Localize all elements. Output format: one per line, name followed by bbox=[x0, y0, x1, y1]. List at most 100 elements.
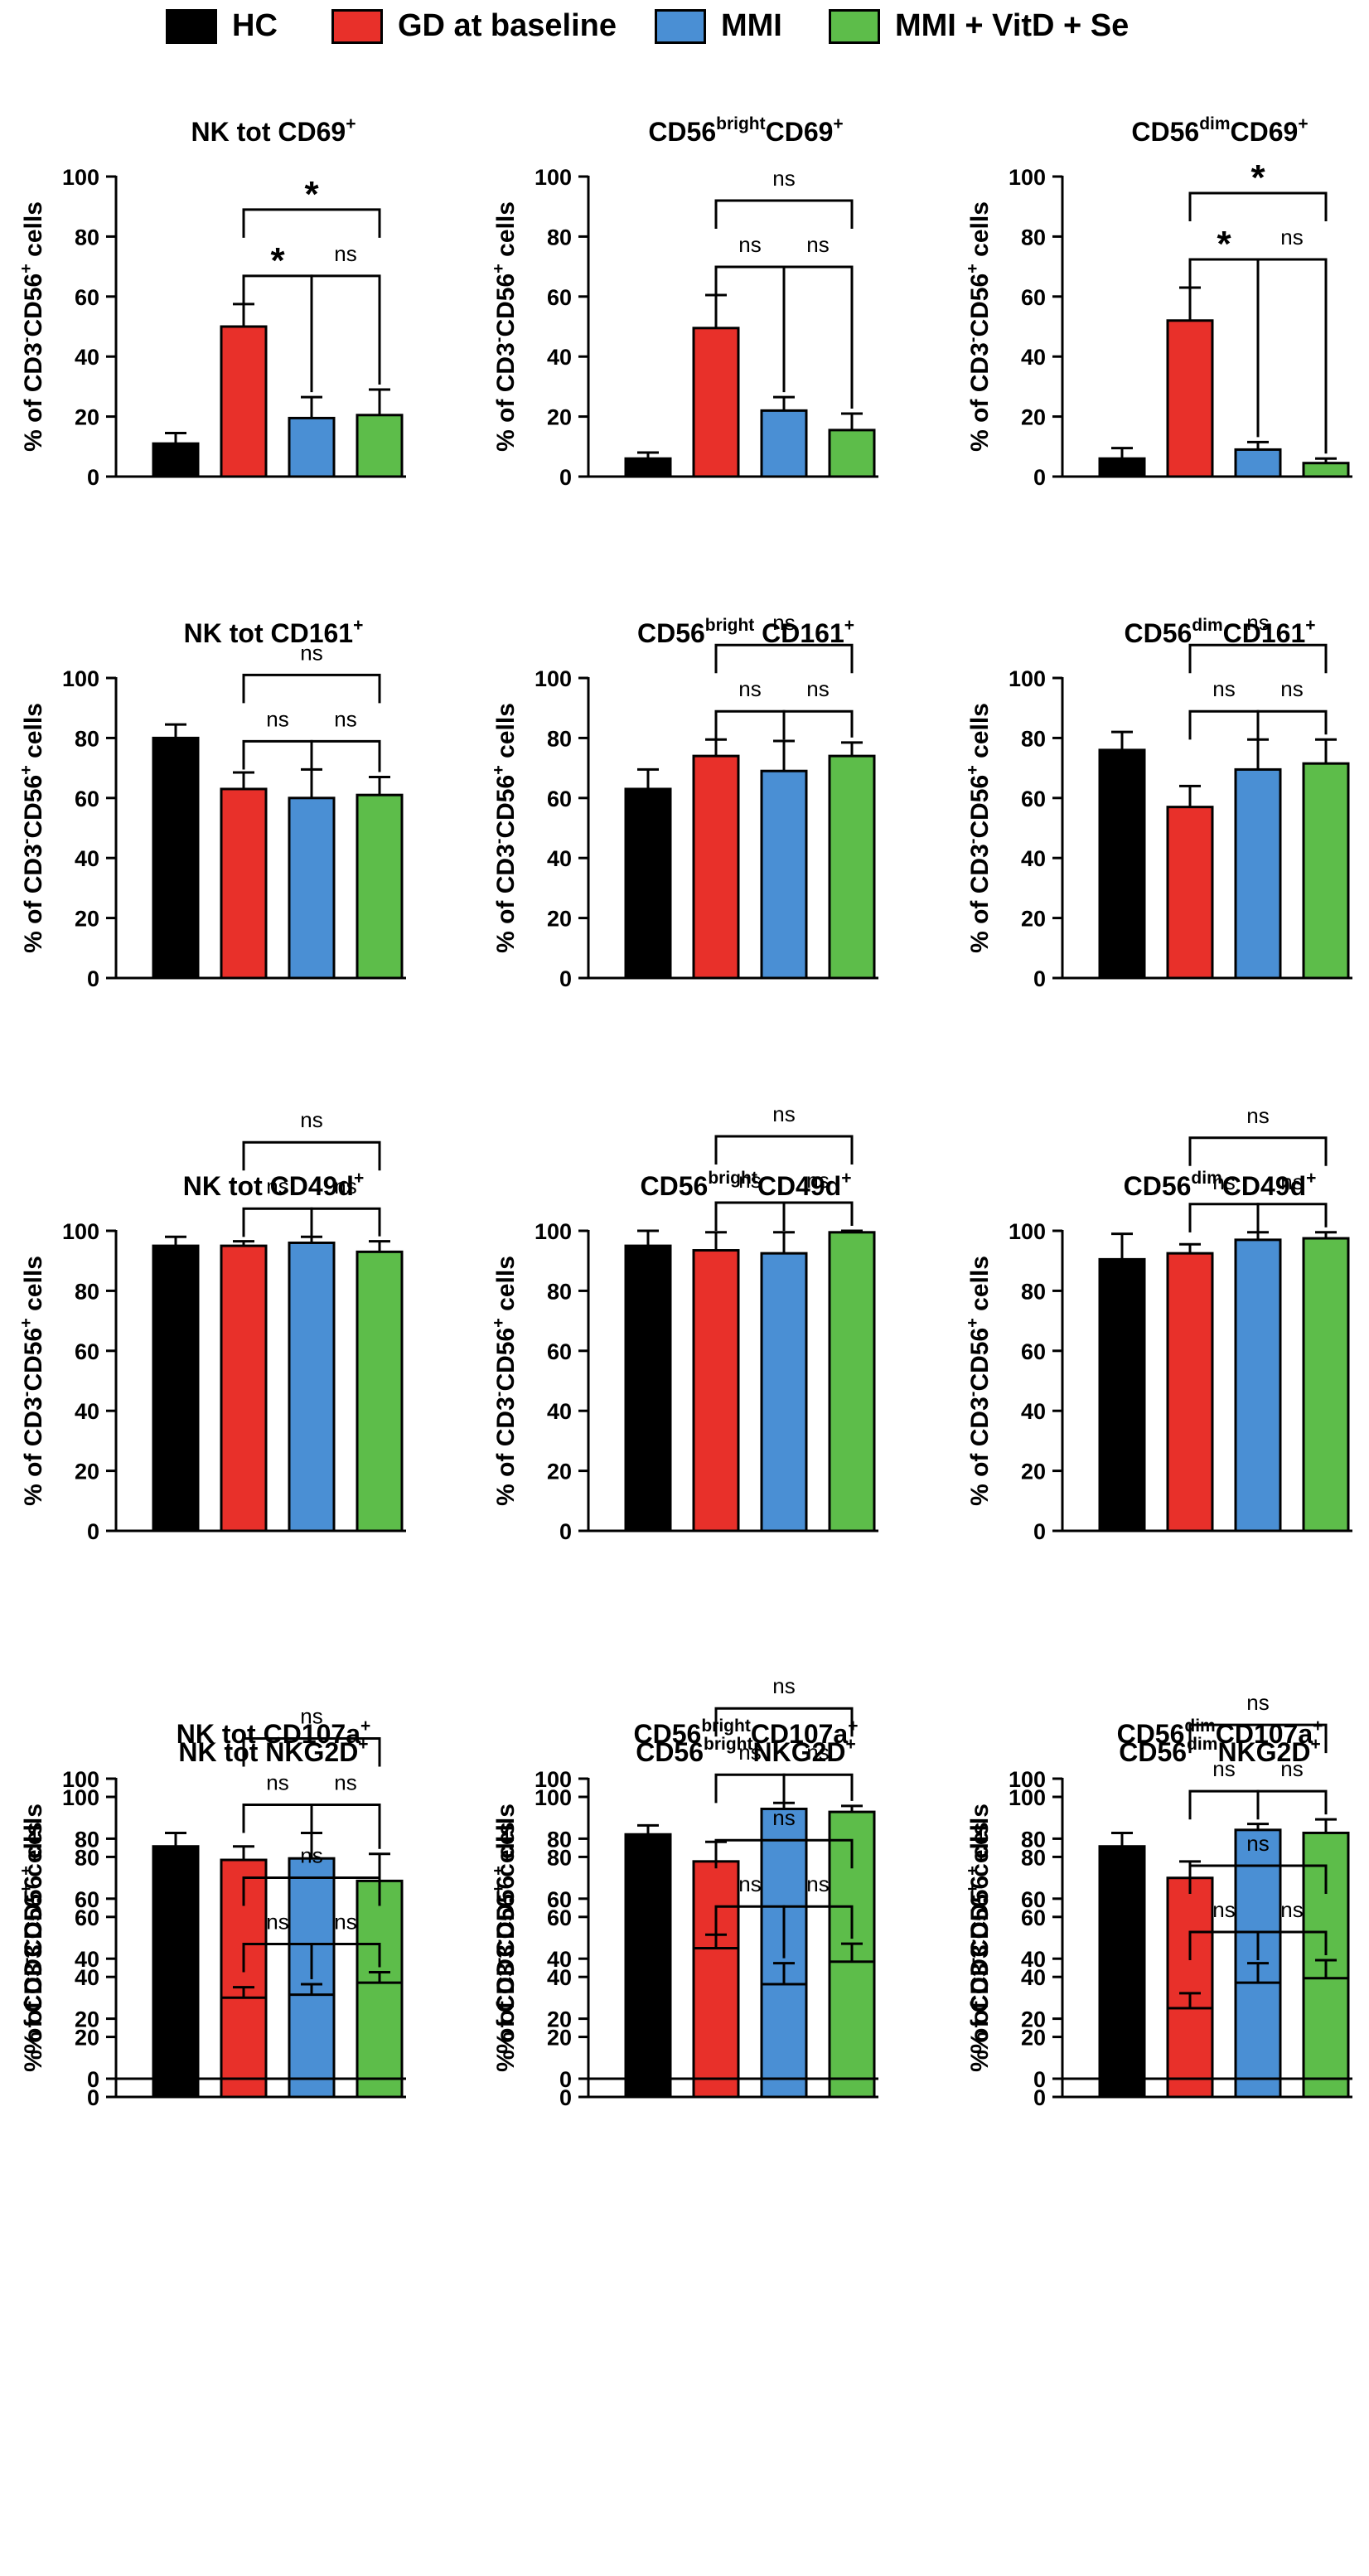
chart-title-part: NK tot CD69 bbox=[191, 117, 346, 147]
y-axis-label: % of CD3-CD56+ cells bbox=[17, 1256, 47, 1506]
y-tick-label: 20 bbox=[547, 907, 572, 932]
chart-title-sup: + bbox=[346, 114, 356, 133]
significance-bracket bbox=[310, 739, 381, 770]
chart-title: CD56bright CD161+ bbox=[637, 616, 854, 648]
chart-3: CD56dimCD69+% of CD3-CD56+ cells02040608… bbox=[964, 114, 1352, 490]
significance-label: ns bbox=[266, 1174, 288, 1198]
y-tick-label: 20 bbox=[547, 2026, 572, 2051]
y-tick-label: 40 bbox=[547, 345, 572, 370]
significance-label: ns bbox=[806, 676, 829, 701]
chart-title-sup: + bbox=[354, 1169, 364, 1188]
significance-label: ns bbox=[772, 1673, 795, 1698]
significance-bracket bbox=[714, 1838, 854, 1869]
bar-gd-baseline bbox=[220, 787, 268, 980]
significance-label: ns bbox=[738, 1168, 761, 1193]
significance-label: ns bbox=[1212, 1756, 1235, 1781]
y-axis-label-part: CD56 bbox=[492, 775, 520, 839]
bar-hc bbox=[1098, 457, 1146, 478]
y-axis-label-part: CD56 bbox=[492, 1328, 520, 1392]
chart-title-sup: + bbox=[846, 1735, 856, 1754]
significance-label: ns bbox=[738, 1740, 761, 1765]
y-axis-label-sup: - bbox=[490, 1939, 508, 1945]
bar-mmi bbox=[288, 1241, 336, 1533]
y-tick-label: 40 bbox=[547, 1947, 572, 1972]
bar-mmi-vitd-se bbox=[828, 754, 876, 980]
chart-title-part: CD56 bbox=[637, 618, 705, 648]
chart-title: NK tot CD161+ bbox=[184, 616, 364, 648]
significance-bracket bbox=[310, 274, 381, 379]
bar-hc bbox=[1098, 1257, 1146, 1533]
y-axis-label-sup: - bbox=[964, 1392, 982, 1397]
chart-8: CD56brightCD49d+% of CD3-CD56+ cells0204… bbox=[490, 1102, 878, 1544]
chart-title-sup: dim bbox=[1192, 616, 1222, 635]
chart-title: CD56dimNKG2D+ bbox=[1119, 1735, 1320, 1767]
chart-title-sup: + bbox=[841, 1169, 851, 1188]
y-tick-label: 100 bbox=[535, 1785, 572, 1810]
y-axis-label-part: % of CD3 bbox=[492, 342, 520, 452]
chart-6: CD56dimCD161+% of CD3-CD56+ cells0204060… bbox=[964, 610, 1352, 991]
legend-label-gd-baseline: GD at baseline bbox=[398, 8, 617, 43]
chart-5: CD56bright CD161+% of CD3-CD56+ cells020… bbox=[490, 610, 878, 991]
y-axis-label-part: cells bbox=[966, 703, 994, 765]
significance-label: ns bbox=[1212, 676, 1235, 701]
significance-label: ns bbox=[300, 1703, 322, 1728]
chart-title-part: CD69 bbox=[1231, 117, 1299, 147]
significance-bracket bbox=[714, 643, 854, 674]
significance-bracket bbox=[242, 1207, 313, 1237]
y-axis-label-part: cells bbox=[966, 201, 994, 264]
chart-title-sup: + bbox=[353, 616, 363, 635]
y-tick-label: 0 bbox=[87, 1519, 99, 1544]
y-axis-label-part: CD56 bbox=[966, 274, 994, 337]
significance-label: ns bbox=[300, 1107, 322, 1132]
y-tick-label: 60 bbox=[75, 285, 99, 310]
y-tick-label: 20 bbox=[1021, 2026, 1046, 2051]
y-axis-label-part: % of CD3 bbox=[966, 1397, 994, 1506]
y-tick-label: 20 bbox=[547, 405, 572, 430]
y-tick-label: 0 bbox=[1033, 966, 1046, 991]
significance-bracket bbox=[1256, 1789, 1328, 1820]
y-axis-label-sup: + bbox=[490, 1318, 508, 1328]
y-axis-label-part: cells bbox=[492, 1804, 520, 1866]
y-tick-label: 80 bbox=[1021, 225, 1046, 249]
bar-hc bbox=[152, 736, 200, 980]
bar-mmi bbox=[1234, 448, 1282, 478]
significance-bracket bbox=[782, 1201, 854, 1231]
legend: HC GD at baseline MMI MMI + VitD + Se bbox=[0, 0, 1369, 58]
y-axis-label-part: CD56 bbox=[492, 1894, 520, 1958]
chart-title-part: CD56 bbox=[1131, 117, 1199, 147]
bar-mmi bbox=[760, 769, 808, 980]
y-axis-label-part: cells bbox=[20, 1256, 47, 1318]
y-axis-label: % of CD3-CD56+ cells bbox=[17, 1822, 47, 2072]
significance-label: ns bbox=[806, 1871, 829, 1896]
y-tick-label: 80 bbox=[75, 1279, 99, 1304]
chart-title-part: CD49d bbox=[757, 1171, 841, 1201]
y-axis-label-part: % of CD3 bbox=[20, 1963, 47, 2072]
significance-label: ns bbox=[1280, 676, 1303, 701]
significance-bracket bbox=[242, 1140, 381, 1171]
y-axis-label-sup: + bbox=[17, 1866, 36, 1876]
y-tick-label: 40 bbox=[75, 1947, 99, 1972]
significance-label: ns bbox=[266, 706, 288, 731]
legend-item-mmi: MMI bbox=[655, 8, 782, 44]
significance-bracket bbox=[1256, 258, 1328, 448]
y-tick-label: 80 bbox=[1021, 1279, 1046, 1304]
chart-title-sup: + bbox=[848, 1717, 858, 1736]
chart-title-part: CD56 bbox=[636, 1737, 704, 1767]
y-axis-label-sup: + bbox=[490, 765, 508, 775]
y-axis-label-sup: + bbox=[490, 1884, 508, 1894]
bar-mmi-vitd-se bbox=[1302, 762, 1350, 980]
chart-title-part: CD107a bbox=[1216, 1719, 1313, 1749]
chart-title-sup: dim bbox=[1184, 1717, 1215, 1736]
significance-label: ns bbox=[1280, 1169, 1303, 1194]
chart-4: NK tot CD161+% of CD3-CD56+ cells0204060… bbox=[17, 616, 406, 991]
bar-mmi bbox=[288, 416, 336, 478]
y-tick-label: 80 bbox=[547, 225, 572, 249]
y-axis-label-part: cells bbox=[492, 703, 520, 765]
significance-bracket bbox=[1256, 1203, 1328, 1232]
chart-title: CD56dimCD49d+ bbox=[1124, 1169, 1317, 1201]
y-axis-label: % of CD3-CD56+ cells bbox=[490, 201, 520, 452]
significance-bracket bbox=[242, 739, 313, 770]
y-axis-label-part: cells bbox=[20, 1822, 47, 1884]
significance-label: ns bbox=[738, 1871, 761, 1896]
significance-bracket bbox=[242, 1803, 313, 1833]
